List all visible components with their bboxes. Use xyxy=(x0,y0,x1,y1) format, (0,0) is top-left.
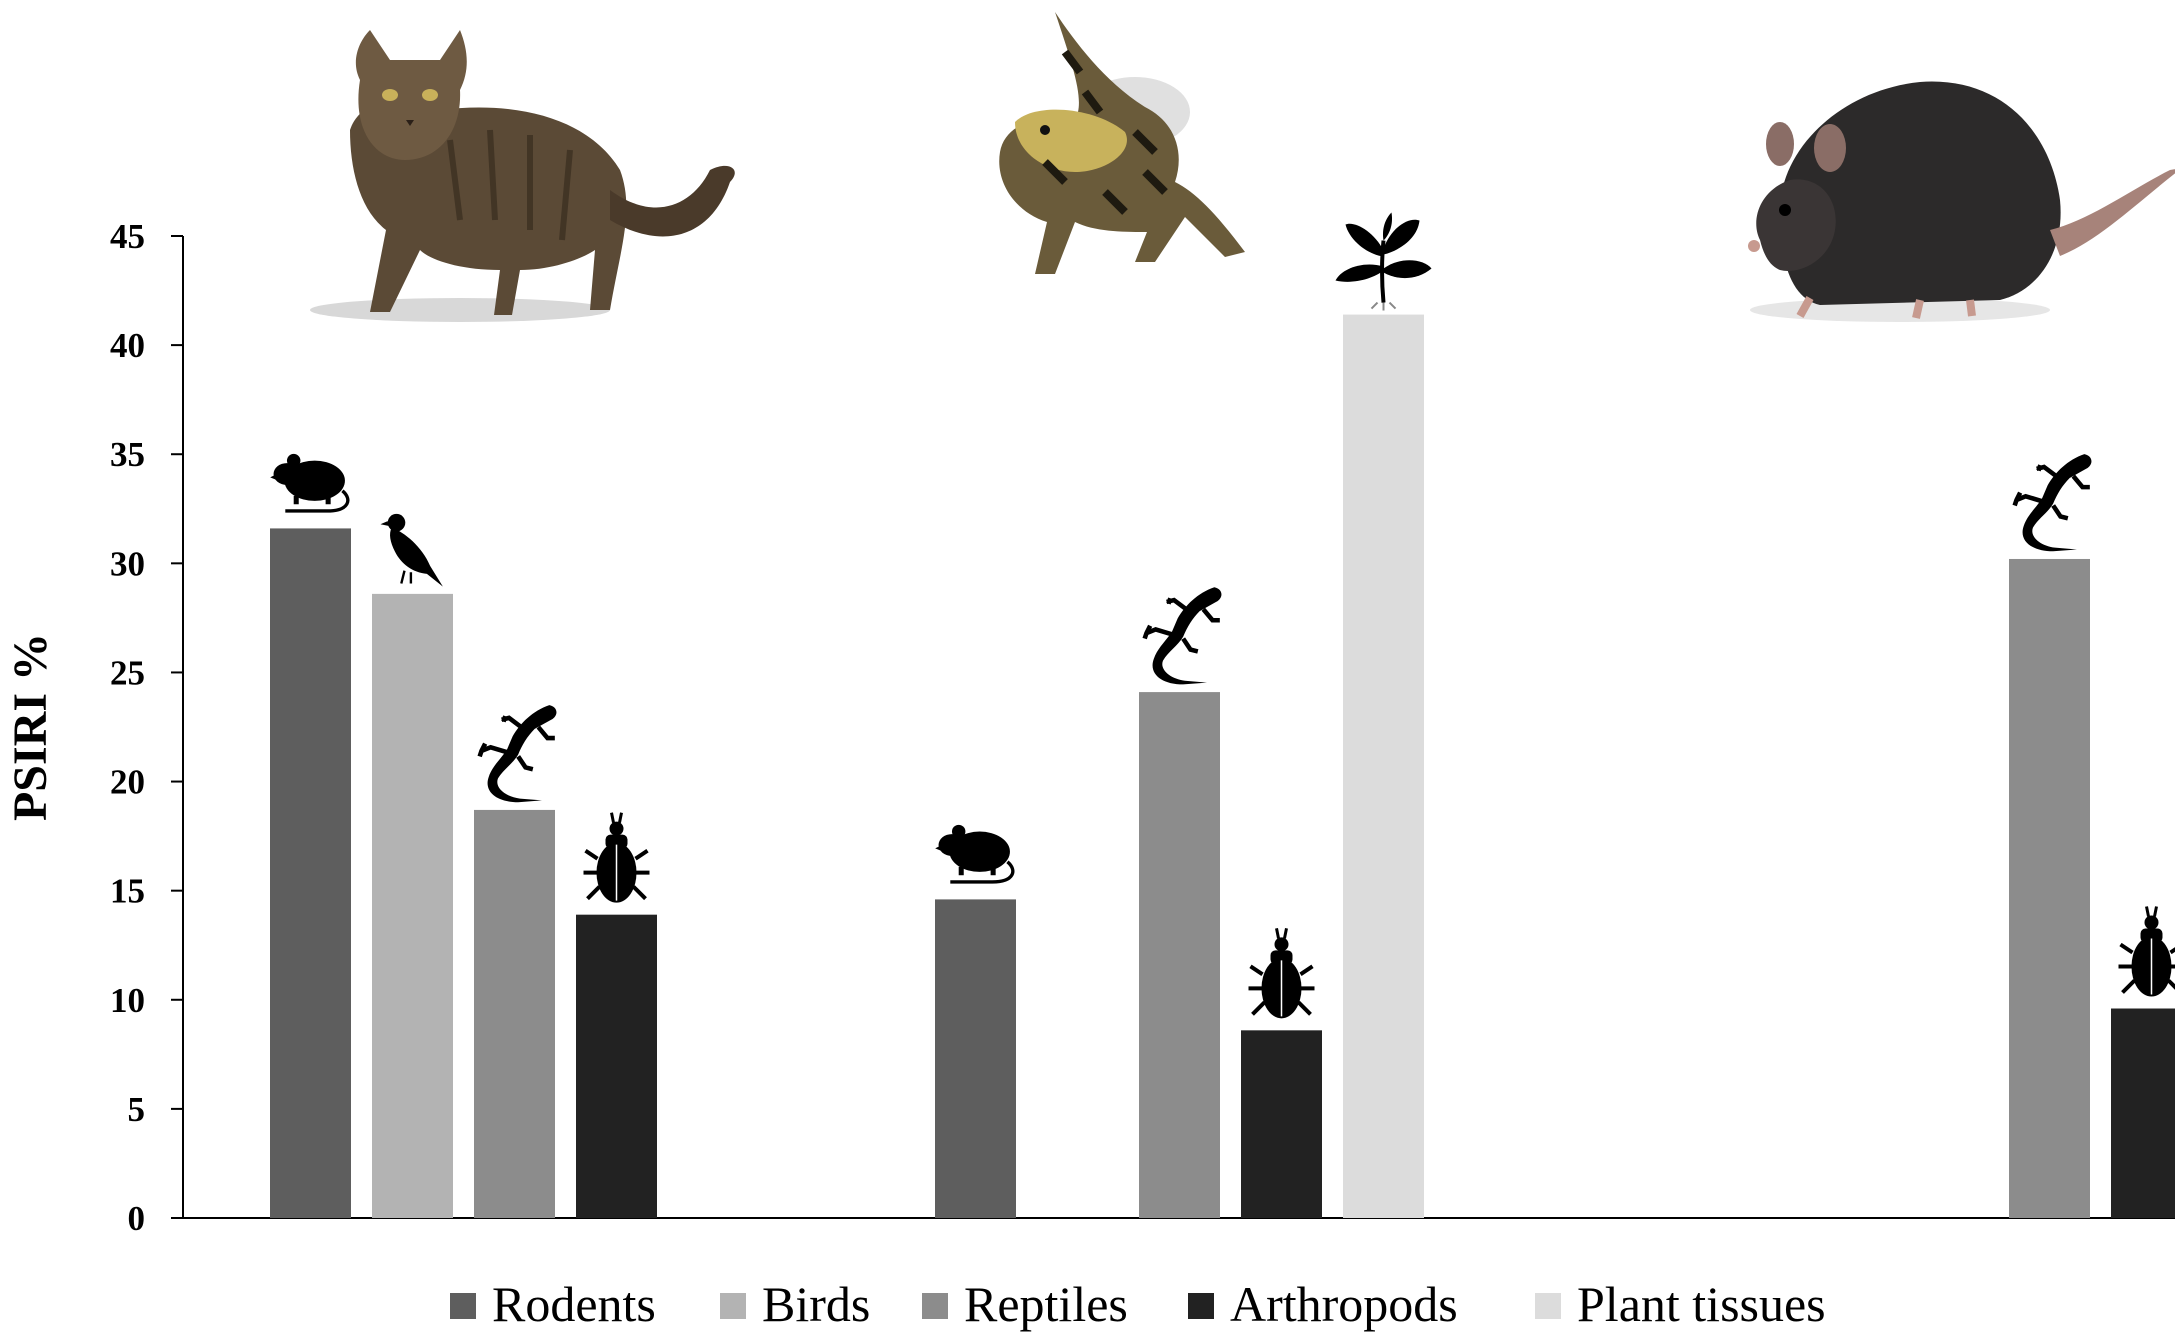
beetle-icon xyxy=(584,813,650,903)
y-tick-label: 15 xyxy=(110,872,145,911)
lizard-icon xyxy=(480,705,557,802)
rat-photo xyxy=(1748,81,2175,322)
y-tick-label: 20 xyxy=(110,763,145,802)
y-tick-label: 45 xyxy=(110,217,145,256)
bar-reptiles-group-1 xyxy=(474,809,555,1218)
legend-swatch xyxy=(1188,1293,1214,1319)
legend-swatch xyxy=(1535,1293,1561,1319)
y-tick-label: 0 xyxy=(128,1199,146,1238)
beetle-icon xyxy=(2119,907,2175,997)
y-tick-label: 25 xyxy=(110,653,145,692)
plant-icon xyxy=(1333,210,1434,311)
y-tick-label: 10 xyxy=(110,981,145,1020)
bar-arthropods-group-2 xyxy=(1241,1030,1322,1218)
y-tick-label: 5 xyxy=(128,1090,146,1129)
beetle-icon xyxy=(1249,928,1315,1018)
legend-label: Reptiles xyxy=(964,1276,1128,1332)
bar-arthropods-group-1 xyxy=(576,914,657,1218)
legend-label: Arthropods xyxy=(1230,1276,1458,1332)
bar-arthropods-group-3 xyxy=(2111,1008,2175,1218)
bars xyxy=(270,210,2175,1218)
legend-swatch xyxy=(720,1293,746,1319)
lizard-icon xyxy=(1145,587,1222,684)
legend-swatch xyxy=(450,1293,476,1319)
legend-label: Birds xyxy=(762,1276,870,1332)
cat-photo xyxy=(310,30,735,322)
y-axis: 0 5 10 15 20 25 30 35 40 45 xyxy=(110,217,184,1238)
y-axis-title: PSIRI % xyxy=(4,633,57,821)
bar-birds-group-1 xyxy=(372,593,453,1218)
y-tick-label: 40 xyxy=(110,326,145,365)
bar-reptiles-group-2 xyxy=(1139,692,1220,1218)
bird-icon xyxy=(379,512,445,589)
bar-rodents-group-2 xyxy=(935,899,1016,1218)
bar-reptiles-group-3 xyxy=(2009,558,2090,1218)
tegu-lizard-photo xyxy=(999,12,1245,274)
legend-swatch xyxy=(922,1293,948,1319)
y-tick-label: 35 xyxy=(110,435,145,474)
bar-rodents-group-1 xyxy=(270,528,351,1218)
lizard-icon xyxy=(2015,454,2092,551)
legend-label: Plant tissues xyxy=(1577,1276,1826,1332)
y-tick-label: 30 xyxy=(110,544,145,583)
legend-label: Rodents xyxy=(492,1276,656,1332)
y-axis-ticks: 0 5 10 15 20 25 30 35 40 45 xyxy=(110,217,183,1238)
legend: Rodents Birds Reptiles Arthropods Plant tiss… xyxy=(450,1276,1826,1332)
bar-plant-tissues-group-2 xyxy=(1343,314,1424,1218)
mouse-icon xyxy=(270,454,348,511)
mouse-icon xyxy=(935,825,1013,882)
